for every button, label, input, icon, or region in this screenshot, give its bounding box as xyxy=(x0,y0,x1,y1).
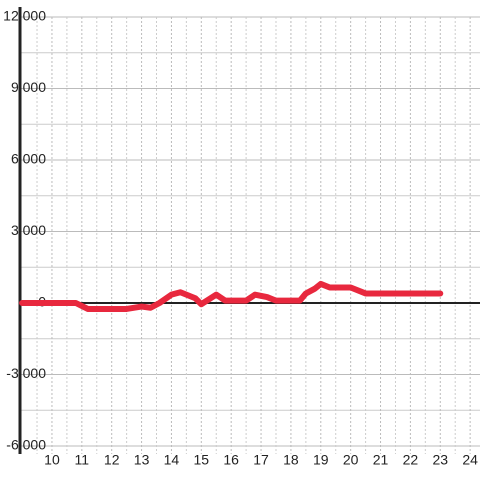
x-tick-label: 18 xyxy=(283,452,299,468)
data-line xyxy=(19,280,444,312)
x-tick-label: 14 xyxy=(164,452,180,468)
y-tick-label: -3,000 xyxy=(6,365,46,381)
y-tick-label: -6,000 xyxy=(6,437,46,453)
x-tick-label: 19 xyxy=(313,452,329,468)
x-tick-label: 12 xyxy=(104,452,120,468)
y-tick-label: 6,000 xyxy=(11,151,46,167)
x-tick-label: 17 xyxy=(253,452,269,468)
y-tick-label: 3,000 xyxy=(11,222,46,238)
x-tick-label: 24 xyxy=(462,452,478,468)
x-tick-label: 22 xyxy=(403,452,419,468)
x-tick-label: 21 xyxy=(373,452,389,468)
x-tick-label: 11 xyxy=(75,452,90,468)
y-tick-label: 12,000 xyxy=(3,8,46,24)
x-tick-label: 20 xyxy=(343,452,359,468)
x-tick-label: 15 xyxy=(194,452,210,468)
x-tick-label: 10 xyxy=(44,452,60,468)
x-tick-label: 23 xyxy=(432,452,448,468)
x-tick-label: 13 xyxy=(134,452,150,468)
x-tick-label: 16 xyxy=(223,452,239,468)
y-tick-label: 9,000 xyxy=(11,79,46,95)
